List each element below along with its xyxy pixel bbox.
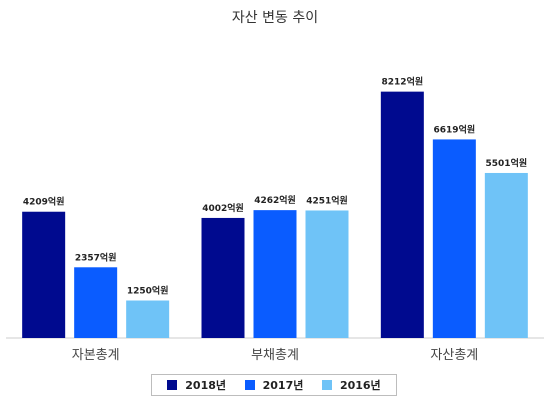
legend-item: 2018년 (167, 377, 226, 393)
bar (201, 217, 245, 338)
legend-swatch (321, 380, 332, 390)
data-label: 2357억원 (75, 251, 117, 263)
data-label: 4209억원 (23, 196, 65, 208)
legend-label: 2016년 (339, 379, 381, 392)
legend-item: 2016년 (321, 377, 381, 393)
legend-label: 2018년 (185, 379, 227, 392)
legend: 2018년 2017년 2016년 (151, 374, 397, 396)
bar (305, 210, 349, 338)
category-label: 자산총계 (430, 348, 478, 363)
legend-swatch (244, 380, 255, 390)
bar (22, 211, 66, 338)
bar (253, 210, 297, 338)
data-label: 4262억원 (254, 194, 296, 206)
data-label: 8212억원 (382, 76, 424, 88)
data-label: 6619억원 (434, 123, 476, 135)
data-label: 4251억원 (306, 194, 348, 206)
legend-swatch (167, 380, 178, 390)
bar (126, 300, 170, 338)
data-label: 5501억원 (486, 157, 528, 169)
bar (484, 172, 528, 338)
legend-item: 2017년 (244, 377, 304, 393)
legend-label: 2017년 (262, 379, 304, 392)
bar (432, 139, 476, 338)
data-label: 4002억원 (202, 202, 244, 214)
category-label: 부채총계 (251, 348, 299, 363)
chart-title: 자산 변동 추이 (231, 10, 319, 26)
data-label: 1250억원 (127, 285, 169, 297)
bar (74, 267, 118, 338)
category-label: 자본총계 (72, 348, 120, 363)
bar (380, 91, 424, 338)
